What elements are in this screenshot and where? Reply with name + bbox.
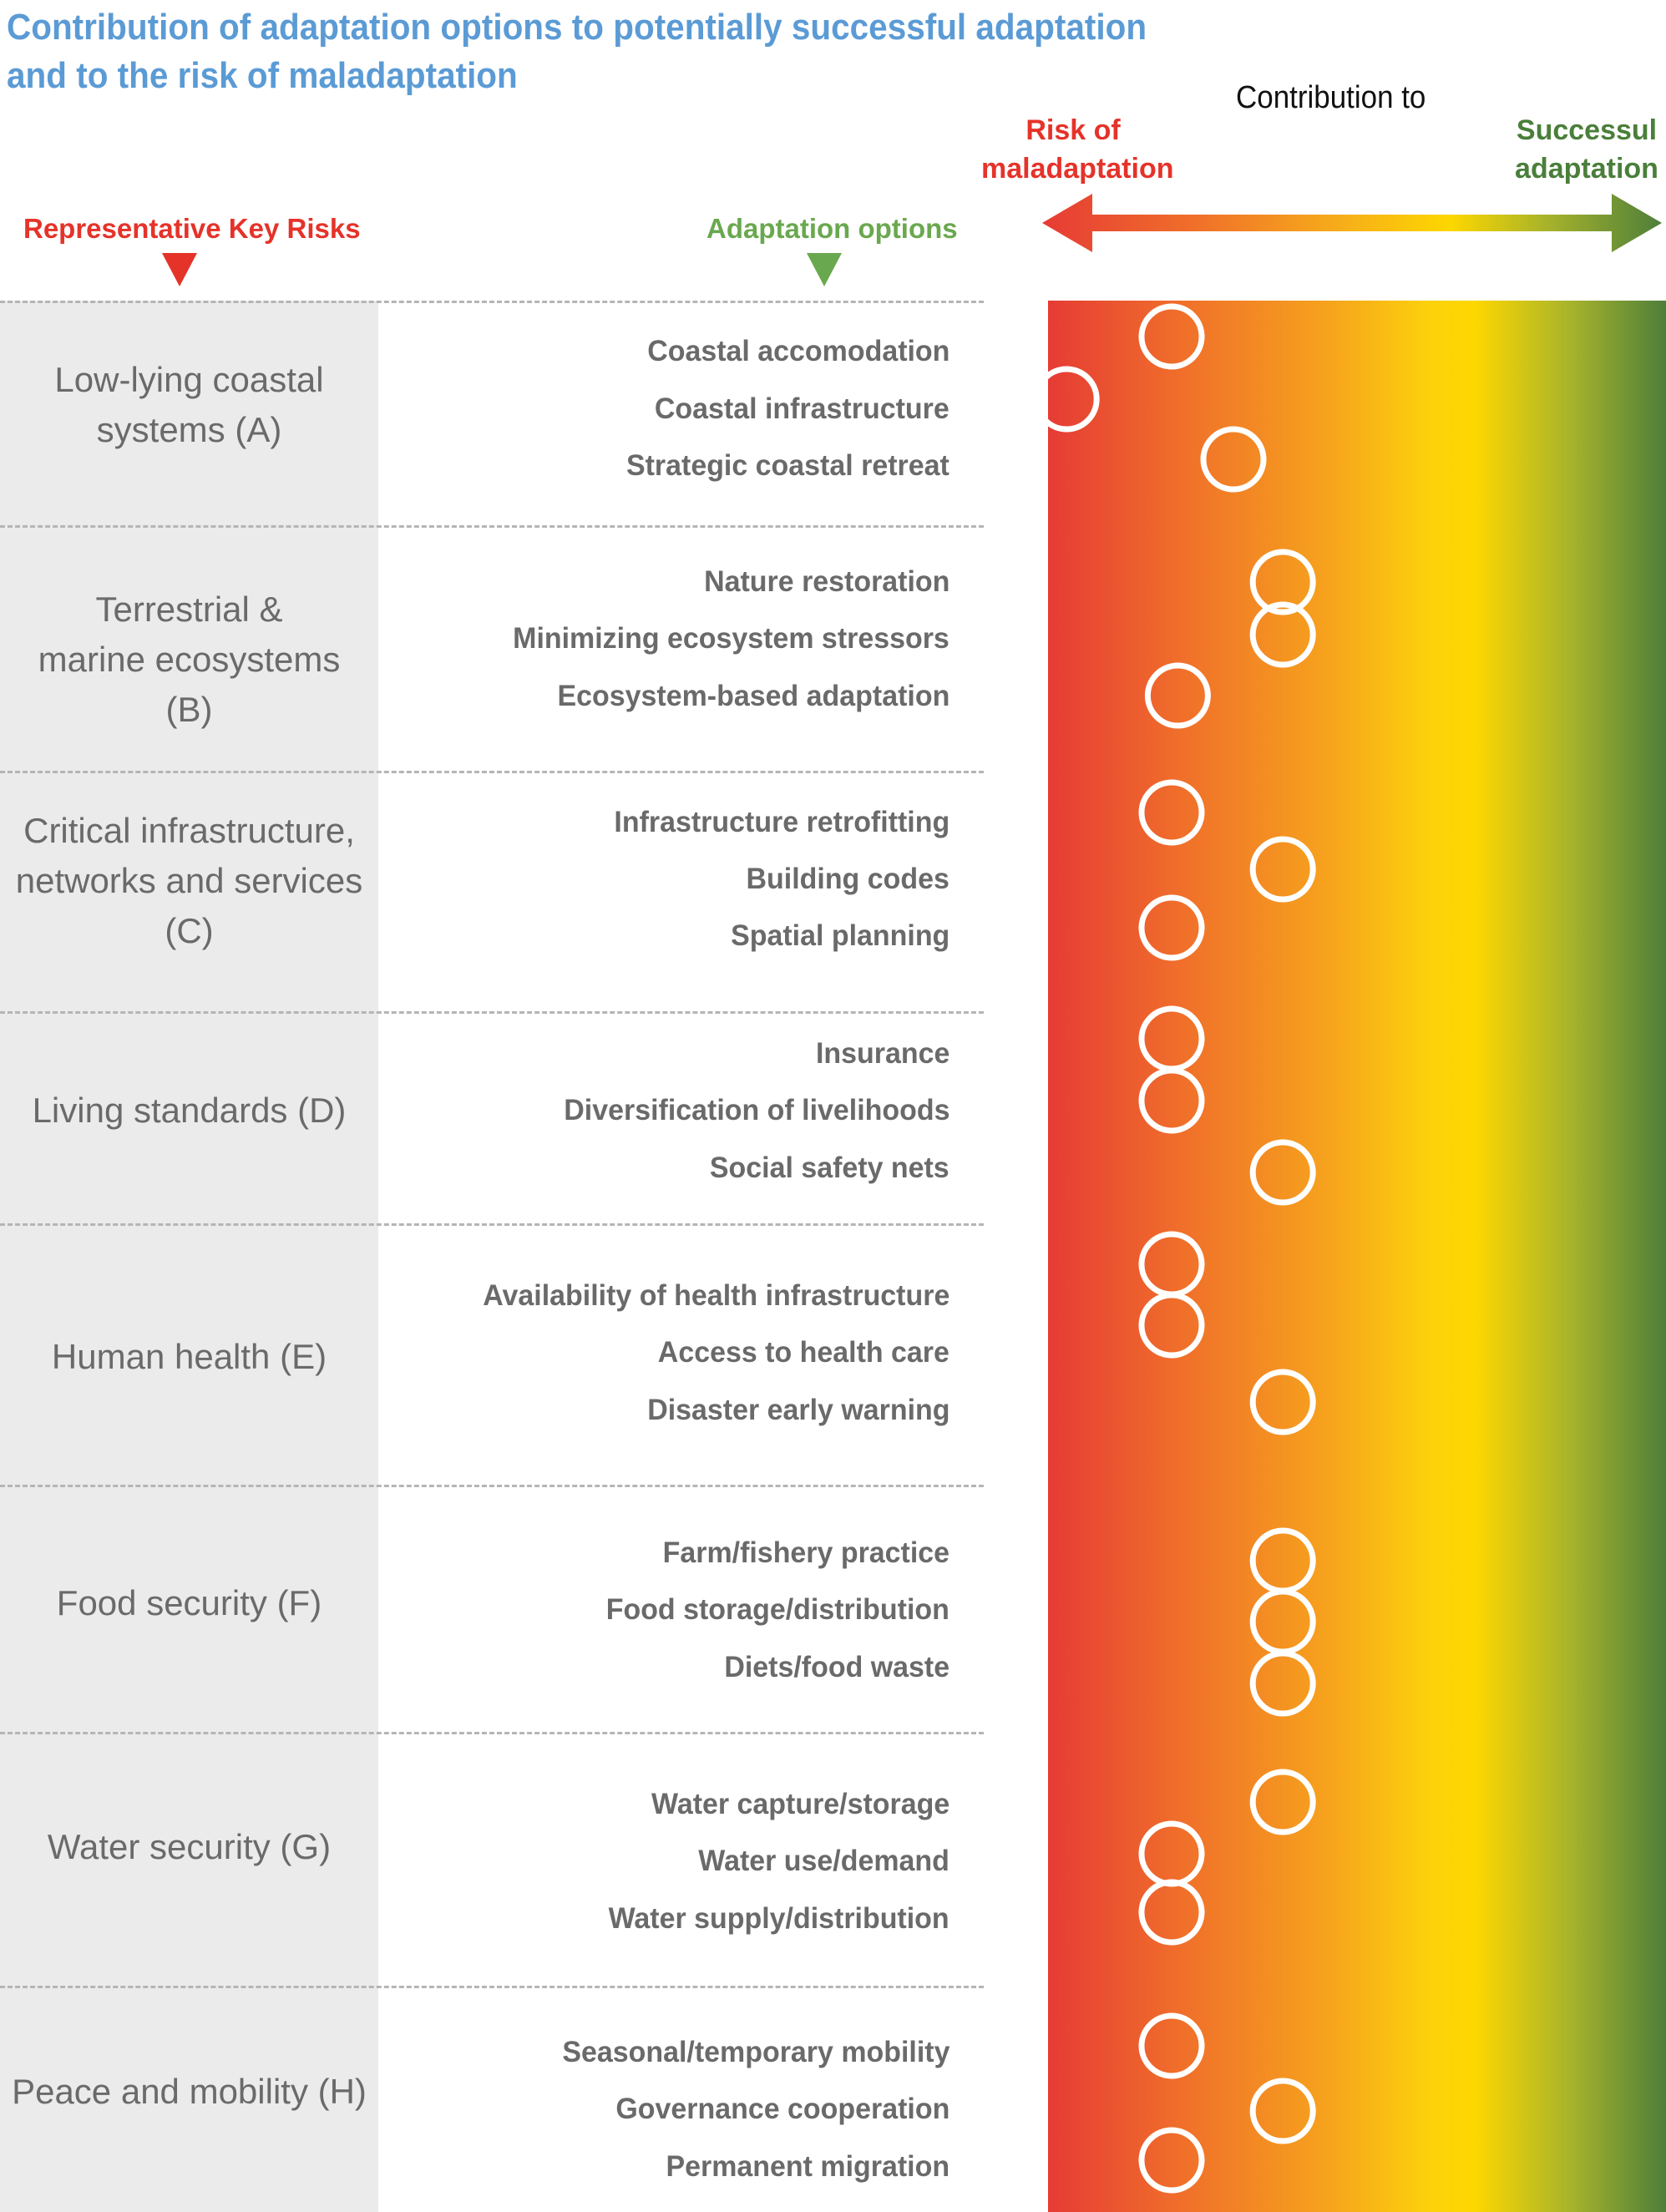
row-separator [0, 1223, 984, 1226]
contribution-marker [1249, 1139, 1316, 1206]
title-line-1: Contribution of adaptation options to po… [7, 7, 1147, 48]
contribution-axis-arrow [1042, 194, 1662, 252]
contribution-marker [1249, 1588, 1316, 1655]
row-separator [0, 771, 984, 773]
adaptation-option-label: Food storage/distribution [605, 1593, 949, 1626]
contribution-marker [1249, 1527, 1316, 1594]
adaptation-option-label: Diversification of livelihoods [563, 1094, 949, 1126]
adaptation-options-header: Adaptation options [706, 213, 958, 244]
adaptation-option-label: Building codes [746, 863, 949, 895]
key-risk-label: Human health (E) [0, 1332, 378, 1382]
adaptation-option-label: Coastal accomodation [646, 335, 949, 367]
key-risk-label-line: networks and services [15, 861, 363, 900]
success-label-line-1: Successul [1516, 114, 1658, 146]
contribution-to-label: Contribution to [1236, 80, 1426, 115]
key-risk-label-line: Water security (G) [47, 1827, 332, 1866]
options-down-triangle-icon [807, 253, 842, 286]
row-separator [0, 525, 984, 528]
adaptation-option-label: Water use/demand [698, 1845, 949, 1877]
adaptation-option-label: Diets/food waste [724, 1651, 949, 1683]
row-separator [0, 1485, 984, 1487]
contribution-marker [1200, 426, 1267, 493]
adaptation-option-label: Farm/fishery practice [662, 1536, 949, 1569]
contribution-marker [1249, 2078, 1316, 2144]
key-risk-label-line: Human health (E) [51, 1337, 327, 1376]
adaptation-option-label: Coastal infrastructure [655, 392, 949, 425]
contribution-marker [1138, 1005, 1205, 1072]
key-risk-label-line: marine ecosystems [38, 640, 341, 679]
contribution-marker [1138, 1292, 1205, 1359]
adaptation-option-label: Ecosystem-based adaptation [557, 680, 949, 712]
contribution-marker [1138, 2012, 1205, 2079]
contribution-marker [1138, 1067, 1205, 1134]
key-risks-down-triangle-icon [162, 253, 197, 286]
contribution-marker [1249, 1650, 1316, 1717]
key-risk-label: Peace and mobility (H) [0, 2067, 378, 2117]
row-separator [0, 1986, 984, 1988]
key-risk-label: Low-lying coastal systems (A) [0, 355, 378, 455]
adaptation-option-label: Permanent migration [666, 2150, 949, 2183]
title-line-2: and to the risk of maladaptation [7, 55, 518, 96]
contribution-marker [1138, 303, 1205, 370]
contribution-marker [1138, 1879, 1205, 1946]
contribution-marker [1249, 836, 1316, 903]
adaptation-option-label: Water supply/distribution [608, 1902, 949, 1935]
adaptation-option-label: Seasonal/temporary mobility [561, 2036, 949, 2068]
contribution-marker [1138, 1231, 1205, 1298]
key-risk-label-line: systems (A) [96, 410, 282, 449]
contribution-markers [1048, 303, 1316, 2194]
key-risk-label-line: Critical infrastructure, [23, 811, 355, 850]
risk-label-line-1: Risk of [1025, 114, 1121, 146]
adaptation-option-label: Nature restoration [703, 565, 949, 598]
chart-title: Contribution of adaptation options to po… [7, 3, 1159, 100]
adaptation-option-label: Access to health care [657, 1336, 949, 1369]
success-label-line-2: adaptation [1515, 153, 1658, 185]
adaptation-option-label: Social safety nets [710, 1152, 949, 1184]
row-separator [0, 301, 984, 303]
row-separator [0, 1732, 984, 1734]
key-risk-label-line: Living standards (D) [32, 1091, 347, 1130]
key-risks-column-background [0, 301, 378, 2212]
contribution-marker [1048, 366, 1100, 433]
adaptation-option-label: Governance cooperation [615, 2093, 949, 2125]
successful-adaptation-label: Successul adaptation [1503, 111, 1666, 188]
adaptation-option-label: Disaster early warning [646, 1394, 949, 1426]
contribution-marker [1138, 779, 1205, 846]
key-risk-label: Terrestrial & marine ecosystems (B) [0, 585, 378, 735]
key-risk-label-line: Peace and mobility (H) [12, 2072, 367, 2111]
adaptation-option-label: Infrastructure retrofitting [614, 806, 949, 838]
adaptation-option-label: Strategic coastal retreat [626, 449, 949, 482]
contribution-marker [1138, 2127, 1205, 2194]
key-risk-label: Living standards (D) [0, 1086, 378, 1136]
key-risk-label-line: Terrestrial & [95, 590, 283, 629]
key-risk-label: Food security (F) [0, 1578, 378, 1628]
contribution-marker [1138, 1820, 1205, 1887]
adaptation-option-label: Minimizing ecosystem stressors [513, 622, 949, 655]
row-separator [0, 1011, 984, 1014]
key-risk-label: Critical infrastructure, networks and ser… [0, 806, 378, 956]
key-risk-label-line: Low-lying coastal [54, 360, 324, 399]
contribution-marker [1249, 1769, 1316, 1835]
key-risk-label-line: (C) [165, 911, 214, 950]
adaptation-option-label: Availability of health infrastructure [482, 1279, 949, 1312]
adaptation-option-label: Water capture/storage [651, 1788, 949, 1820]
risk-label-line-2: maladaptation [981, 153, 1174, 185]
key-risk-label: Water security (G) [0, 1822, 378, 1872]
contribution-marker [1144, 662, 1211, 729]
contribution-marker [1249, 1369, 1316, 1435]
contribution-marker [1249, 601, 1316, 668]
representative-key-risks-header: Representative Key Risks [23, 213, 361, 244]
key-risk-label-line: (B) [165, 690, 213, 729]
adaptation-option-label: Insurance [815, 1037, 949, 1070]
risk-of-maladaptation-label: Risk of maladaptation [981, 111, 1174, 188]
key-risk-label-line: Food security (F) [56, 1583, 322, 1622]
contribution-marker [1249, 549, 1316, 615]
adaptation-option-label: Spatial planning [730, 919, 949, 952]
contribution-marker [1138, 894, 1205, 961]
